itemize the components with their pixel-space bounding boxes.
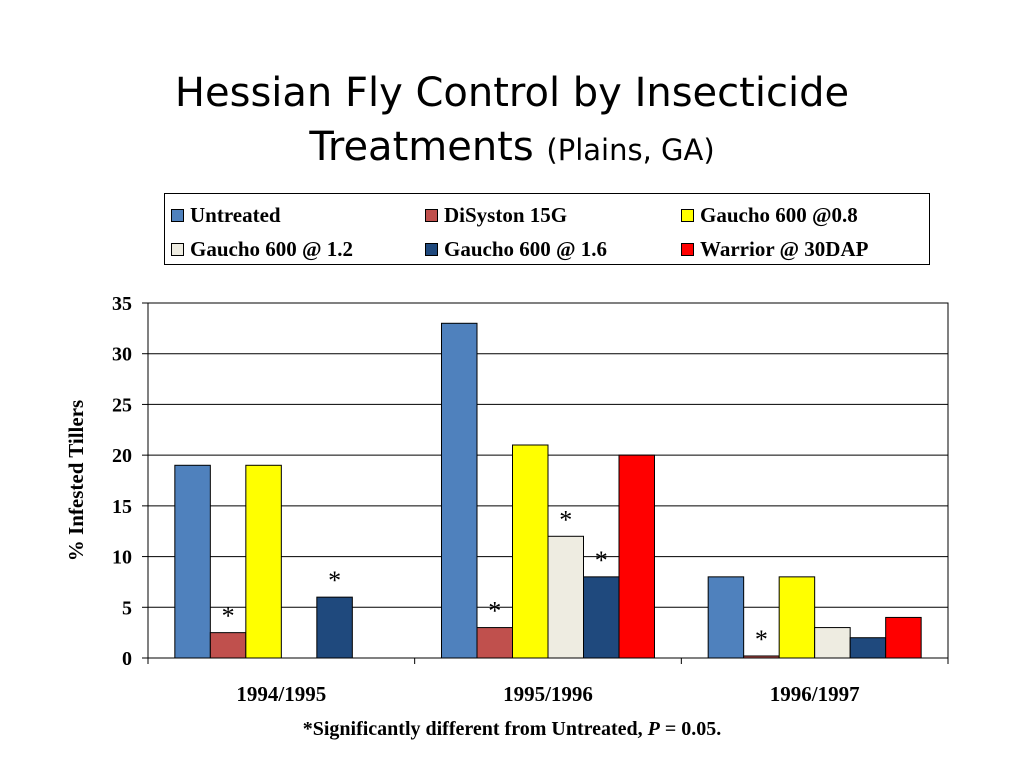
chart-legend: Untreated DiSyston 15G Gaucho 600 @0.8 G… xyxy=(164,193,930,265)
bar xyxy=(814,627,851,659)
significance-marker: * xyxy=(559,505,572,534)
bar xyxy=(512,444,549,659)
bar xyxy=(209,632,247,659)
x-category-label: 1996/1997 xyxy=(770,682,860,706)
legend-label: Untreated xyxy=(190,202,281,227)
footnote-text: *Significantly different from Untreated, xyxy=(302,718,648,740)
bar xyxy=(441,322,478,659)
legend-item-gaucho-16: Gaucho 600 @ 1.6 xyxy=(425,236,608,261)
slide-title: Hessian Fly Control by Insecticide Treat… xyxy=(0,66,1024,177)
legend-label: Warrior @ 30DAP xyxy=(700,236,869,261)
bar xyxy=(583,576,620,659)
legend-item-warrior: Warrior @ 30DAP xyxy=(681,236,869,261)
legend-item-untreated: Untreated xyxy=(171,202,281,227)
bar xyxy=(885,616,922,659)
y-tick-label: 25 xyxy=(112,394,132,416)
significance-marker: * xyxy=(222,602,235,631)
title-main-text: Treatments xyxy=(309,124,534,170)
title-line-1: Hessian Fly Control by Insecticide xyxy=(174,70,850,116)
significance-marker: * xyxy=(328,566,341,595)
legend-item-gaucho-12: Gaucho 600 @ 1.2 xyxy=(171,236,354,261)
bar xyxy=(174,464,211,659)
significance-footnote: *Significantly different from Untreated,… xyxy=(0,718,1024,741)
y-tick-label: 10 xyxy=(112,547,132,569)
title-line-2: Treatments (Plains, GA) xyxy=(0,120,1024,177)
significance-marker: * xyxy=(755,625,768,654)
bar xyxy=(849,637,887,659)
bar xyxy=(245,464,282,659)
legend-label: Gaucho 600 @0.8 xyxy=(700,202,858,227)
y-tick-label: 30 xyxy=(112,344,132,366)
bar xyxy=(547,535,584,659)
y-tick-label: 5 xyxy=(122,597,132,619)
y-tick-label: 35 xyxy=(112,293,132,315)
legend-item-gaucho-08: Gaucho 600 @0.8 xyxy=(681,202,858,227)
y-axis-title: % Infested Tillers xyxy=(64,400,88,561)
bar xyxy=(618,454,655,659)
legend-swatch xyxy=(681,242,694,256)
title-location: (Plains, GA) xyxy=(546,133,715,167)
bar xyxy=(743,655,780,659)
y-tick-label: 0 xyxy=(122,648,132,670)
x-category-label: 1995/1996 xyxy=(503,682,593,706)
significance-marker: * xyxy=(595,546,608,575)
legend-swatch xyxy=(681,208,694,222)
legend-label: Gaucho 600 @ 1.2 xyxy=(190,236,354,261)
footnote-p-variable: P xyxy=(647,718,660,740)
y-tick-label: 15 xyxy=(112,496,132,518)
bar xyxy=(476,627,513,659)
legend-swatch xyxy=(425,242,438,256)
legend-swatch xyxy=(425,208,438,222)
legend-swatch xyxy=(171,208,184,222)
x-category-label: 1994/1995 xyxy=(236,682,326,706)
bar xyxy=(316,596,353,659)
y-tick-label: 20 xyxy=(112,445,132,467)
legend-label: DiSyston 15G xyxy=(444,202,568,227)
bar xyxy=(778,576,816,659)
significance-marker: * xyxy=(488,597,501,626)
bar xyxy=(707,576,745,659)
legend-label: Gaucho 600 @ 1.6 xyxy=(444,236,608,261)
footnote-value: = 0.05. xyxy=(659,718,722,740)
legend-swatch xyxy=(171,242,184,256)
legend-item-disyston: DiSyston 15G xyxy=(425,202,568,227)
